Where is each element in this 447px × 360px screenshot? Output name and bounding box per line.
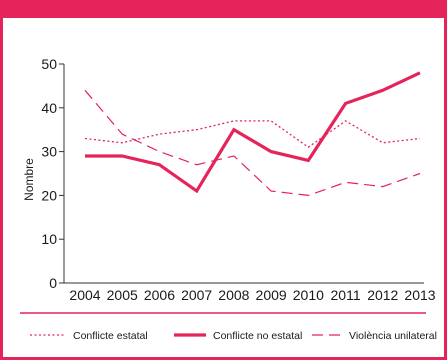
y-tick-label: 20	[41, 187, 57, 203]
x-tick-label: 2008	[218, 287, 249, 303]
y-tick-label: 10	[41, 231, 57, 247]
legend-label: Violència unilateral	[349, 330, 437, 342]
series-line-conflicte-estatal	[85, 121, 420, 147]
legend: Conflicte estatal Conflicte no estatal Vio…	[30, 330, 437, 342]
x-tick-label: 2009	[256, 287, 287, 303]
series-layer	[85, 73, 420, 196]
legend-label: Conflicte no estatal	[213, 330, 302, 342]
series-line-viol-ncia-unilateral	[85, 90, 420, 195]
x-tick-label: 2006	[144, 287, 175, 303]
y-axis-label: Nombre	[22, 158, 36, 201]
x-tick-label: 2011	[331, 287, 361, 303]
y-tick-label: 0	[49, 275, 57, 291]
y-tick-label: 40	[41, 100, 57, 116]
x-tick-label: 2005	[107, 287, 138, 303]
y-ticks: 0 10 20 30 40 50	[41, 56, 64, 291]
x-tick-label: 2010	[293, 287, 324, 303]
legend-label: Conflicte estatal	[73, 330, 148, 342]
y-tick-label: 30	[41, 144, 57, 160]
x-tick-label: 2004	[69, 287, 100, 303]
y-tick-label: 50	[41, 56, 57, 72]
x-ticks: 2004 2005 2006 2007 2008 2009 2010 2011 2012 2013	[69, 287, 435, 303]
chart-axes	[64, 64, 424, 283]
x-tick-label: 2013	[404, 287, 435, 303]
series-line-conflicte-no-estatal	[85, 73, 420, 191]
x-tick-label: 2007	[181, 287, 212, 303]
x-tick-label: 2012	[367, 287, 398, 303]
